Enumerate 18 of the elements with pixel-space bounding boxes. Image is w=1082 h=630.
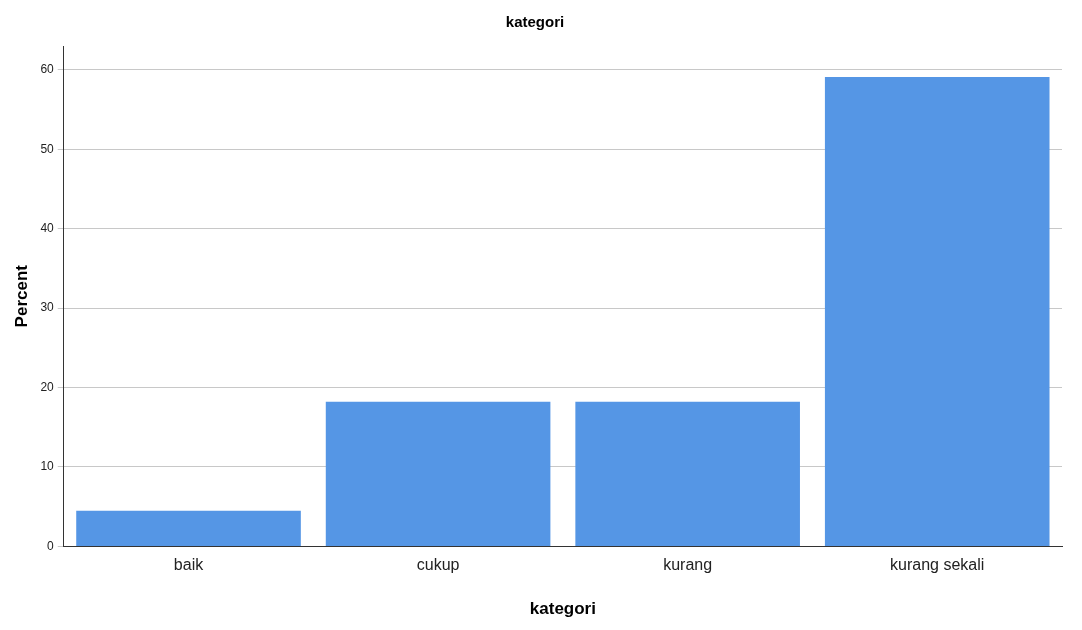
chart-title: kategori	[505, 13, 565, 31]
y-tick-label: 50	[40, 141, 55, 156]
y-tick-label: 10	[40, 459, 55, 474]
x-tick-label: kurang sekali	[890, 556, 985, 574]
y-tick-label: 0	[47, 538, 55, 553]
bar	[575, 401, 800, 546]
y-axis-title: Percent	[11, 264, 31, 328]
y-tick-label: 20	[40, 379, 55, 394]
x-axis-title: kategori	[529, 599, 596, 619]
bar	[76, 510, 301, 546]
y-tick-label: 30	[40, 300, 55, 315]
x-tick-label: kurang	[663, 556, 713, 574]
bar	[824, 76, 1050, 546]
y-tick-label: 60	[40, 62, 55, 77]
x-tick-label: baik	[173, 556, 205, 574]
x-tick-label: cukup	[416, 556, 460, 574]
y-tick-label: 40	[40, 221, 55, 235]
bar	[325, 401, 551, 546]
